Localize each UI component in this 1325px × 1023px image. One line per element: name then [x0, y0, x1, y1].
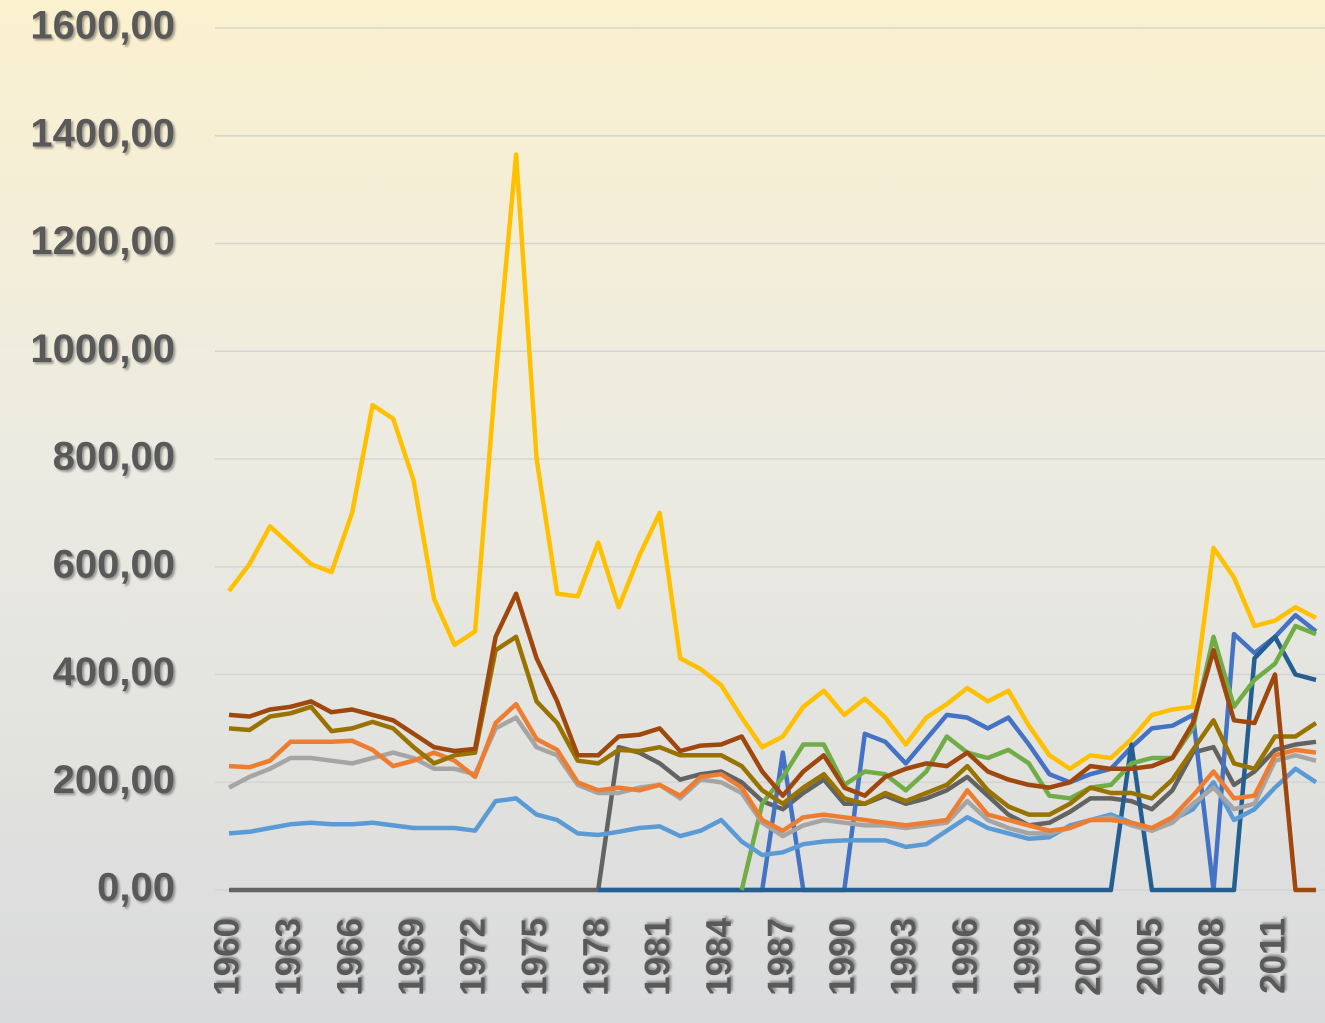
series-line — [739, 623, 1317, 891]
x-tick-label: 2011 — [1253, 918, 1292, 994]
y-tick-label: 0,00 — [97, 866, 175, 910]
series-line — [228, 634, 1318, 817]
y-tick-label: 200,00 — [53, 758, 175, 802]
series-line — [228, 591, 1316, 893]
x-tick-label: 1969 — [392, 918, 431, 996]
x-tick-label: 1993 — [884, 918, 923, 996]
y-tick-label: 1200,00 — [30, 219, 175, 263]
x-tick-label: 1978 — [576, 918, 615, 996]
y-tick-label: 600,00 — [53, 542, 175, 586]
x-tick-label: 2002 — [1069, 918, 1108, 996]
series-line — [227, 152, 1318, 772]
x-tick-label: 2008 — [1192, 918, 1231, 996]
y-tick-label: 400,00 — [53, 650, 175, 694]
y-tick-label: 1400,00 — [30, 111, 175, 155]
y-tick-label: 800,00 — [53, 435, 175, 479]
series-line — [227, 715, 1317, 839]
x-tick-label: 1990 — [823, 918, 862, 996]
x-tick-label: 1963 — [269, 918, 308, 996]
x-tick-label: 1966 — [330, 918, 369, 996]
x-tick-label: 1984 — [699, 917, 738, 995]
series-line — [598, 634, 1317, 893]
x-tick-label: 1981 — [638, 918, 677, 996]
x-tick-label: 1987 — [761, 918, 800, 996]
y-tick-label: 1600,00 — [30, 4, 175, 48]
series-line — [228, 701, 1317, 833]
x-tick-label: 2005 — [1130, 918, 1169, 996]
x-tick-label: 1996 — [946, 918, 985, 996]
x-tick-label: 1960 — [207, 918, 246, 996]
x-tick-label: 1975 — [515, 918, 554, 996]
y-tick-label: 1000,00 — [30, 327, 175, 371]
x-tick-label: 1972 — [453, 918, 492, 996]
series-line — [229, 739, 1317, 893]
x-tick-label: 1999 — [1007, 918, 1046, 996]
